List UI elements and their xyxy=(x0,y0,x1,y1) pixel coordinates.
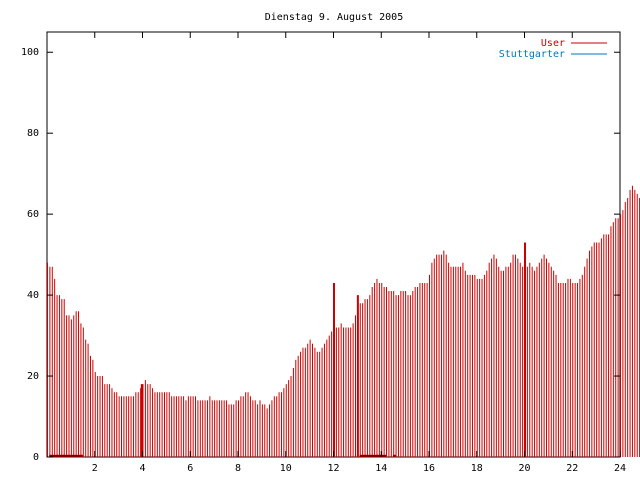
x-tick-label: 4 xyxy=(139,463,145,474)
series-user-bars xyxy=(47,185,640,457)
legend-label: User xyxy=(541,38,565,49)
x-tick-label: 12 xyxy=(327,463,339,474)
series-user-spikes xyxy=(140,242,526,457)
x-tick-label: 10 xyxy=(280,463,292,474)
x-tick-label: 16 xyxy=(423,463,435,474)
x-tick-label: 20 xyxy=(518,463,530,474)
y-tick-label: 20 xyxy=(27,371,39,382)
x-tick-label: 24 xyxy=(614,463,626,474)
chart-title: Dienstag 9. August 2005 xyxy=(265,12,403,23)
y-tick-label: 60 xyxy=(27,209,39,220)
y-tick-label: 80 xyxy=(27,128,39,139)
bar-stuttgarter xyxy=(359,454,387,458)
x-tick-label: 2 xyxy=(92,463,98,474)
y-tick-label: 100 xyxy=(21,47,39,58)
x-tick-label: 6 xyxy=(187,463,193,474)
y-tick-label: 0 xyxy=(33,452,39,463)
y-tick-label: 40 xyxy=(27,290,39,301)
bar-stuttgarter xyxy=(49,454,84,458)
x-tick-label: 18 xyxy=(471,463,483,474)
series-stuttgarter xyxy=(49,454,396,458)
x-tick-label: 8 xyxy=(235,463,241,474)
x-tick-label: 14 xyxy=(375,463,387,474)
x-tick-label: 22 xyxy=(566,463,578,474)
bar-stuttgarter xyxy=(392,454,396,458)
legend-label: Stuttgarter xyxy=(499,49,565,60)
